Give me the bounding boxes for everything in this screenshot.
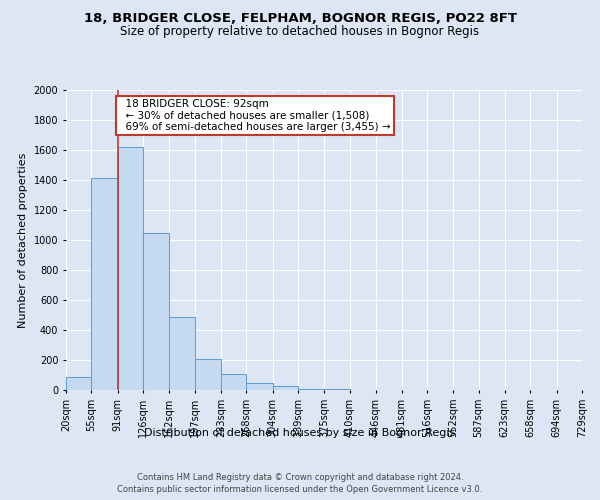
Bar bbox=[169, 316, 195, 390]
Text: Size of property relative to detached houses in Bognor Regis: Size of property relative to detached ho… bbox=[121, 25, 479, 38]
Bar bbox=[91, 178, 118, 390]
Text: 18, BRIDGER CLOSE, FELPHAM, BOGNOR REGIS, PO22 8FT: 18, BRIDGER CLOSE, FELPHAM, BOGNOR REGIS… bbox=[83, 12, 517, 26]
Bar bbox=[195, 359, 221, 390]
Bar bbox=[298, 388, 325, 390]
Bar bbox=[221, 374, 247, 390]
Text: Contains public sector information licensed under the Open Government Licence v3: Contains public sector information licen… bbox=[118, 485, 482, 494]
Bar bbox=[118, 147, 143, 390]
Bar bbox=[66, 376, 91, 390]
Text: Contains HM Land Registry data © Crown copyright and database right 2024.: Contains HM Land Registry data © Crown c… bbox=[137, 472, 463, 482]
Text: Distribution of detached houses by size in Bognor Regis: Distribution of detached houses by size … bbox=[145, 428, 455, 438]
Text: 18 BRIDGER CLOSE: 92sqm
  ← 30% of detached houses are smaller (1,508)
  69% of : 18 BRIDGER CLOSE: 92sqm ← 30% of detache… bbox=[119, 99, 391, 132]
Bar bbox=[272, 386, 298, 390]
Bar bbox=[325, 389, 350, 390]
Bar bbox=[247, 383, 272, 390]
Y-axis label: Number of detached properties: Number of detached properties bbox=[18, 152, 28, 328]
Bar bbox=[143, 232, 169, 390]
